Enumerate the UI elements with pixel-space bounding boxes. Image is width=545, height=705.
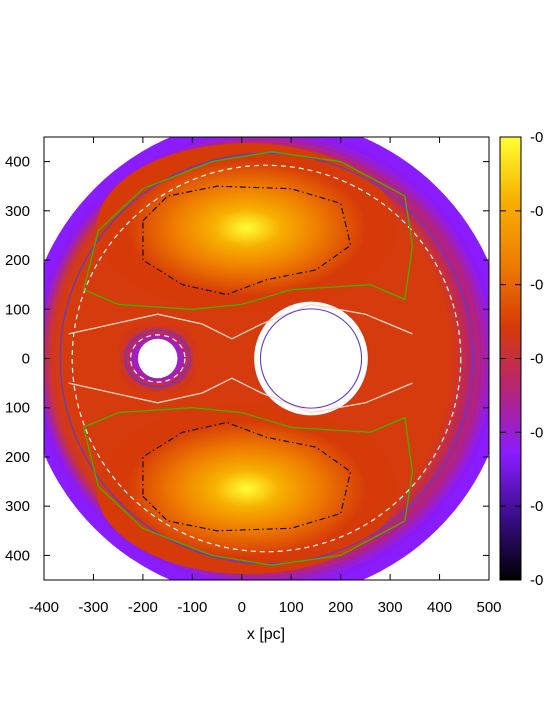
x-tick-label: 500 [476,599,501,616]
hole [254,301,368,416]
green-contour-bottom [82,407,414,566]
colorbar [500,137,521,580]
colorbar-tick-label: -0 [530,498,543,515]
y-tick-label: 300 [5,498,30,515]
y-axis: 400 300 200 100 0 100 200 300 400 [5,154,489,564]
y-tick-label: 200 [5,449,30,466]
x-tick-label: 0 [238,599,246,616]
x-tick-label: -200 [128,599,158,616]
separatrix-lower [68,377,413,414]
outer-contour [59,152,474,565]
hole [137,338,178,379]
x-axis-title: x [pc] [247,626,285,643]
heatmap-field [44,137,489,580]
lobe-dashed-contour [129,334,186,383]
x-tick-label: -100 [177,599,207,616]
colorbar-tick-label: -0 [530,351,543,368]
lobe-dashed-contour [268,316,354,401]
lobe-purple-contour [259,308,363,409]
green-contour-top [82,151,414,310]
y-tick-label: 400 [5,154,30,171]
x-tick-label: 100 [279,599,304,616]
separatrix-upper [68,303,413,340]
x-tick-label: 300 [378,599,403,616]
contour-lines [59,151,474,566]
x-tick-label: -400 [29,599,59,616]
x-tick-label: 400 [427,599,452,616]
colorbar-tick-label: -0 [530,203,543,220]
y-tick-label: 100 [5,301,30,318]
dashdot-contour-bottom [142,421,352,532]
colorbar-tick-label: -0 [530,572,543,589]
colorbar-tick-label: -0 [530,129,543,146]
y-tick-label: 400 [5,547,30,564]
colorbar-ticks: -0 -0 -0 -0 -0 -0 -0 [500,129,543,589]
outer-dashed-contour [71,164,462,553]
x-tick-label: -300 [78,599,108,616]
maximum-blob [96,403,397,574]
x-axis: -400 -300 -200 -100 0 100 200 300 400 500 [29,137,502,616]
lobe-purple-contour [124,329,191,388]
dashdot-contour-top [142,185,352,296]
colorbar-tick-label: -0 [530,277,543,294]
x-tick-label: 200 [328,599,353,616]
maximum-blob [96,143,397,314]
y-tick-label: 100 [5,400,30,417]
y-tick-label: 0 [22,351,30,368]
colorbar-tick-label: -0 [530,424,543,441]
y-tick-label: 300 [5,203,30,220]
y-tick-label: 200 [5,252,30,269]
